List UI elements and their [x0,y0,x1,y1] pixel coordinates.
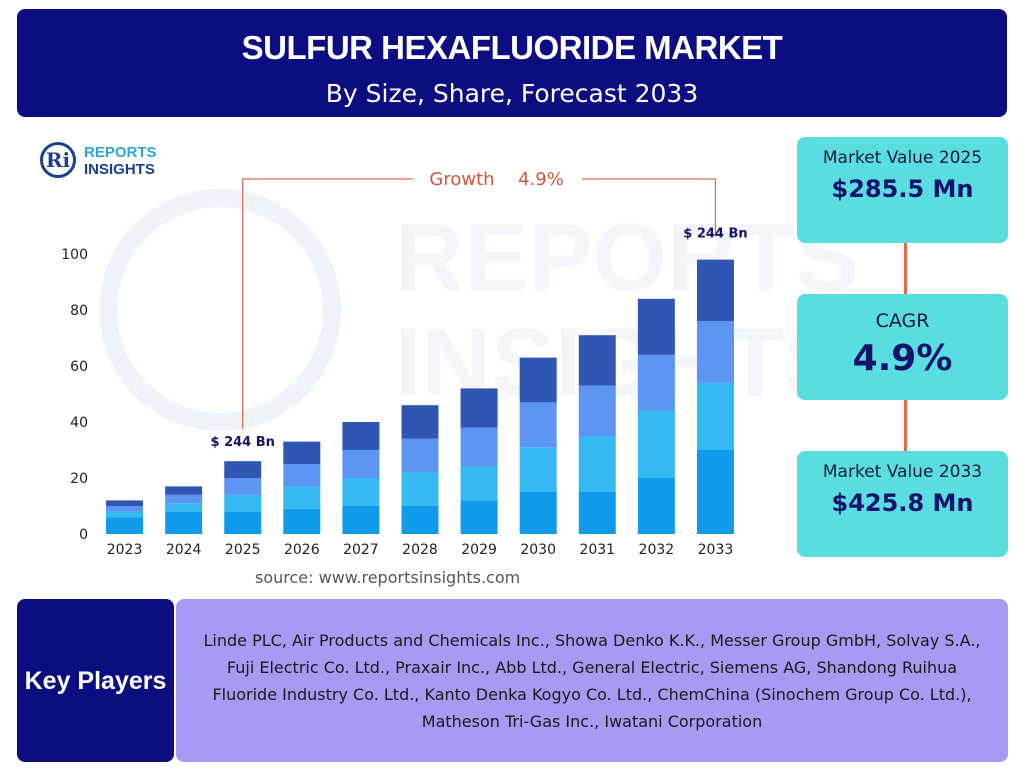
key-players-panel: Linde PLC, Air Products and Chemicals In… [176,599,1008,762]
bar-segment [283,508,321,534]
bar-segment [401,506,439,534]
bar-segment [401,438,439,473]
source-note: source: www.reportsinsights.com [255,568,521,587]
logo-line-1: REPORTS [84,144,157,161]
page-title: SULFUR HEXAFLUORIDE MARKET [241,29,783,66]
bar-segment [106,511,144,518]
x-tick-label: 2030 [520,542,556,558]
bar-segment [578,335,616,386]
key-players-list: Linde PLC, Air Products and Chemicals In… [203,630,981,731]
bar-segment [165,503,203,512]
bar-segment [283,486,321,509]
bar-segment [165,486,203,495]
x-tick-label: 2025 [225,542,261,558]
bar-segment [578,492,616,534]
market-value-2033-label: Market Value 2033 [822,462,983,482]
bar-segment [460,427,498,467]
bar-segment [460,500,498,534]
bar-segment [224,511,262,534]
y-tick-label: 60 [70,359,88,375]
bar-segment [696,259,734,322]
bar-segment [637,410,675,478]
bar-segment [342,450,380,478]
card-connector [904,243,907,294]
bar-segment [106,506,144,512]
bar-segment [637,478,675,534]
key-players-heading: Key Players [17,599,174,762]
bar-segment [519,357,557,403]
end-value-label: $ 244 Bn [683,227,747,242]
bar-segment [283,464,321,487]
bar-segment [460,466,498,501]
bar-segment [519,402,557,448]
market-value-2033-card: Market Value 2033 $425.8 Mn [797,451,1008,557]
bar-segment [106,500,144,506]
title-banner: SULFUR HEXAFLUORIDE MARKET By Size, Shar… [17,9,1007,117]
x-tick-label: 2029 [461,542,497,558]
bar-segment [165,511,203,534]
bar-segment [224,461,262,478]
x-tick-label: 2031 [579,542,615,558]
card-connector [904,400,907,451]
bar-segment [342,506,380,534]
y-tick-label: 0 [79,527,88,543]
x-tick-label: 2032 [639,542,675,558]
start-value-label: $ 244 Bn [211,435,275,450]
bar-segment [342,422,380,450]
bar-segment [460,388,498,428]
growth-label: Growth [429,169,494,190]
bar-segment [342,478,380,506]
page-subtitle: By Size, Share, Forecast 2033 [325,79,699,108]
company-logo: Ri REPORTS INSIGHTS [40,140,180,186]
bar-segment [165,494,203,504]
bar-segment [401,405,439,439]
logo-mark: Ri [40,142,76,178]
bar-segment [401,472,439,506]
bar-segment [637,298,675,355]
market-value-2033-value: $425.8 Mn [831,489,974,517]
y-tick-label: 20 [70,471,88,487]
logo-text: REPORTS INSIGHTS [84,144,157,178]
cagr-label: CAGR [875,310,930,332]
bar-segment [519,447,557,492]
market-value-2025-card: Market Value 2025 $285.5 Mn [797,137,1008,243]
x-tick-label: 2028 [402,542,438,558]
market-value-2025-value: $285.5 Mn [831,175,974,203]
stacked-bar-chart: 0 20 40 60 80 100 2023 2024 2025 2026 2027 2028 2029… [61,169,747,558]
x-tick-label: 2024 [166,542,202,558]
x-tick-label: 2033 [698,542,734,558]
bar-segment [696,382,734,450]
x-tick-label: 2023 [107,542,143,558]
bar-segment [106,517,144,534]
bar-segment [637,354,675,411]
market-value-2025-label: Market Value 2025 [822,148,983,168]
cagr-value: 4.9% [852,338,953,379]
bar-segment [578,385,616,436]
bar-segment [283,441,321,464]
bar-segment [578,436,616,492]
y-tick-label: 100 [61,247,88,263]
growth-bracket-left [242,178,413,430]
bar-segment [224,494,262,512]
bar-segment [696,450,734,534]
x-tick-label: 2026 [284,542,320,558]
cagr-card: CAGR 4.9% [797,294,1008,400]
bar-segment [696,321,734,383]
logo-line-2: INSIGHTS [84,161,155,178]
bar-segment [224,478,262,495]
growth-bracket-right [582,178,717,236]
y-tick-label: 40 [70,415,88,431]
growth-value: 4.9% [518,169,564,190]
y-tick-label: 80 [70,303,88,319]
bar-segment [519,492,557,534]
x-tick-label: 2027 [343,542,379,558]
